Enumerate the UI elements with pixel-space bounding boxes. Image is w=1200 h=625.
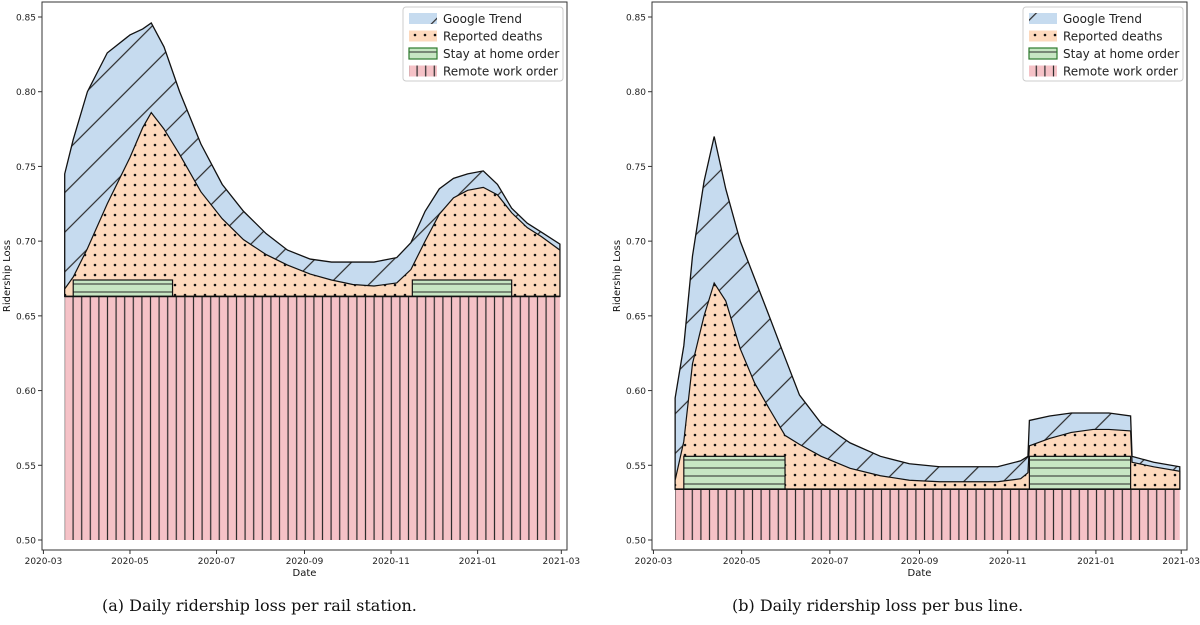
legend-label: Reported deaths xyxy=(1063,30,1163,44)
legend-label: Stay at home order xyxy=(1063,47,1179,61)
y-tick-label: 0.75 xyxy=(626,163,646,173)
y-tick-label: 0.60 xyxy=(626,387,646,397)
x-axis-label: Date xyxy=(908,568,932,579)
y-tick-label: 0.85 xyxy=(626,14,646,24)
chart-panel-bus: 0.50 0.55 0.60 0.65 0.70 0.75 0.80 0.85 2020-03 2… xyxy=(612,1,1200,579)
legend: Google Trend Reported deaths Stay at home … xyxy=(1022,6,1184,82)
y-tick-label: 0.50 xyxy=(16,537,36,547)
caption-rail: (a) Daily ridership loss per rail statio… xyxy=(102,596,417,615)
plot-area xyxy=(64,22,561,540)
legend-box xyxy=(402,6,564,82)
x-tick-label: 2020-11 xyxy=(989,557,1027,567)
x-axis-label: Date xyxy=(293,568,317,579)
legend-box xyxy=(1022,6,1184,82)
x-tick-label: 2021-03 xyxy=(1162,557,1200,567)
x-tick-label: 2021-03 xyxy=(543,557,581,567)
axes: 0.50 0.55 0.60 0.65 0.70 0.75 0.80 0.85 2020-03 2… xyxy=(626,14,1200,568)
google-trend-area xyxy=(674,136,1181,490)
plot-area xyxy=(674,136,1181,540)
stay-at-home-block-2 xyxy=(411,279,513,298)
x-tick-label: 2020-03 xyxy=(25,557,63,567)
y-axis-label: Ridership Loss xyxy=(2,240,13,312)
legend-label: Remote work order xyxy=(1063,65,1178,79)
reported-deaths-area xyxy=(64,111,561,298)
x-tick-label: 2021-01 xyxy=(459,557,497,567)
remote-work-block xyxy=(64,296,560,540)
legend-label: Google Trend xyxy=(443,12,522,26)
stay-at-home-block-2 xyxy=(1028,455,1132,490)
x-tick-label: 2020-09 xyxy=(286,557,324,567)
google-trend-swatch xyxy=(409,13,437,24)
caption-bus: (b) Daily ridership loss per bus line. xyxy=(732,596,1024,615)
y-tick-label: 0.65 xyxy=(626,312,646,322)
reported-deaths-area xyxy=(674,281,1181,490)
google-trend-swatch xyxy=(1029,13,1057,24)
y-tick-label: 0.70 xyxy=(16,238,36,248)
legend: Google Trend Reported deaths Stay at home … xyxy=(402,6,564,82)
x-tick-label: 2020-05 xyxy=(111,557,149,567)
x-tick-label: 2020-07 xyxy=(811,557,849,567)
legend-label: Reported deaths xyxy=(443,30,543,44)
y-tick-label: 0.80 xyxy=(626,88,646,98)
stay-at-home-swatch xyxy=(1028,47,1058,60)
stay-at-home-swatch xyxy=(408,47,438,60)
axes: 0.50 0.55 0.60 0.65 0.70 0.75 0.80 0.85 2020-03 2… xyxy=(16,14,580,568)
y-tick-label: 0.65 xyxy=(16,312,36,322)
remote-work-swatch xyxy=(409,65,437,77)
stay-at-home-block-1 xyxy=(683,455,786,490)
chart-panel-rail: 0.50 0.55 0.60 0.65 0.70 0.75 0.80 0.85 2020-03 2… xyxy=(2,1,580,579)
y-tick-label: 0.50 xyxy=(626,537,646,547)
x-tick-label: 2021-01 xyxy=(1077,557,1115,567)
y-tick-label: 0.55 xyxy=(626,462,646,472)
y-tick-label: 0.80 xyxy=(16,88,36,98)
x-tick-label: 2020-11 xyxy=(372,557,410,567)
remote-work-block xyxy=(675,489,1180,540)
reported-deaths-swatch xyxy=(409,30,437,42)
x-tick-label: 2020-03 xyxy=(635,557,673,567)
legend-label: Stay at home order xyxy=(443,47,559,61)
remote-work-swatch xyxy=(1029,65,1057,77)
y-tick-label: 0.60 xyxy=(16,387,36,397)
stay-at-home-block-1 xyxy=(72,279,174,298)
y-axis-label: Ridership Loss xyxy=(612,240,623,312)
x-tick-label: 2020-05 xyxy=(723,557,761,567)
reported-deaths-swatch xyxy=(1029,30,1057,42)
x-tick-label: 2020-09 xyxy=(901,557,939,567)
y-tick-label: 0.85 xyxy=(16,14,36,24)
y-tick-label: 0.75 xyxy=(16,163,36,173)
legend-label: Remote work order xyxy=(443,65,558,79)
y-tick-label: 0.55 xyxy=(16,462,36,472)
x-tick-label: 2020-07 xyxy=(198,557,236,567)
y-tick-label: 0.70 xyxy=(626,238,646,248)
figure: 0.50 0.55 0.60 0.65 0.70 0.75 0.80 0.85 2020-03 2… xyxy=(2,1,1200,579)
legend-label: Google Trend xyxy=(1063,12,1142,26)
